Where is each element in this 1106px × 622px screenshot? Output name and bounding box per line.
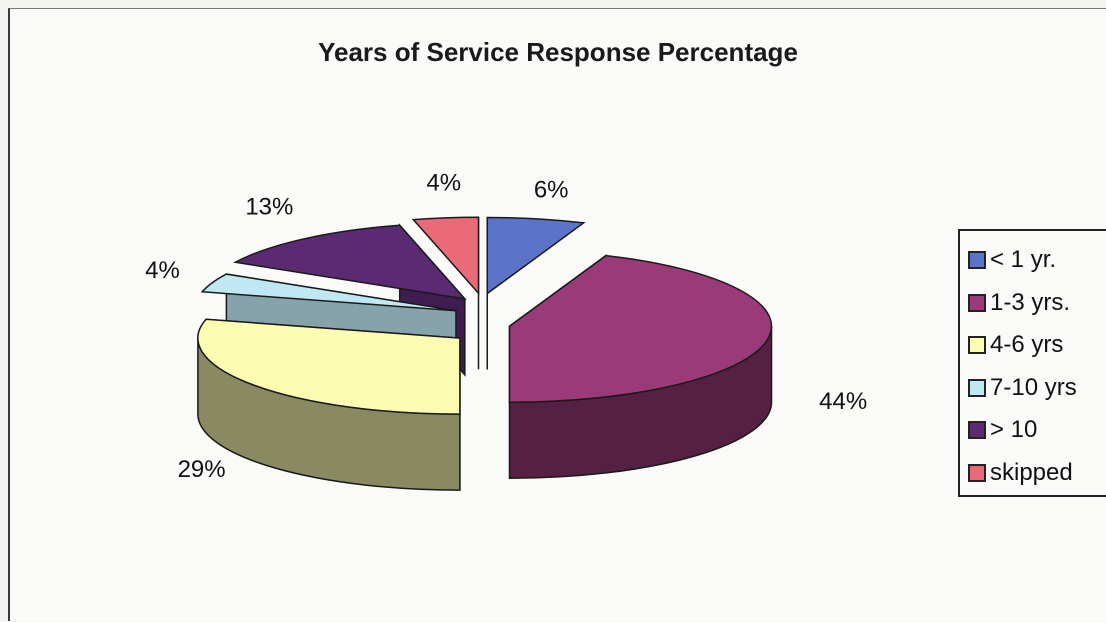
pie-labels: 6% 44% 29% 4% 13% 4%	[145, 170, 867, 483]
legend-swatch	[968, 336, 986, 355]
legend: < 1 yr. 1-3 yrs. 4-6 yrs 7-10 yrs > 10 skippe…	[958, 229, 1106, 497]
chart-area: Years of Service Response Percentage 6% 4…	[8, 8, 1106, 621]
legend-swatch	[968, 378, 986, 397]
pie-slice-4	[232, 224, 467, 300]
legend-item: 4-6 yrs	[968, 324, 1106, 367]
pie-chart: 6% 44% 29% 4% 13% 4%	[145, 170, 867, 491]
chart-title: Years of Service Response Percentage	[318, 37, 798, 67]
legend-item: 7-10 yrs	[968, 367, 1106, 410]
legend-label: 4-6 yrs	[990, 331, 1064, 359]
pie-slice-1	[508, 254, 773, 403]
pie-slice-5	[411, 216, 480, 296]
legend-swatch	[968, 293, 986, 312]
pie-tops	[197, 216, 773, 415]
data-label-4: 13%	[245, 193, 293, 220]
legend-label: 1-3 yrs.	[990, 288, 1071, 316]
legend-item: > 10	[968, 409, 1106, 452]
pie-slice-2	[197, 318, 461, 415]
legend-swatch	[968, 251, 986, 270]
legend-swatch	[968, 463, 986, 482]
legend-swatch	[968, 421, 986, 440]
legend-item: skipped	[968, 452, 1106, 495]
data-label-1: 44%	[819, 388, 867, 415]
data-label-5: 4%	[426, 170, 461, 197]
legend-item: 1-3 yrs.	[968, 282, 1106, 325]
legend-label: > 10	[990, 416, 1038, 444]
data-label-2: 29%	[178, 456, 226, 483]
pie-slice-0	[486, 216, 586, 295]
data-label-3: 4%	[145, 257, 180, 284]
data-label-0: 6%	[534, 177, 569, 204]
legend-item: < 1 yr.	[968, 239, 1106, 282]
legend-label: skipped	[990, 458, 1073, 486]
pie-slice-3	[200, 273, 457, 312]
legend-label: < 1 yr.	[990, 246, 1057, 274]
legend-label: 7-10 yrs	[990, 373, 1077, 401]
